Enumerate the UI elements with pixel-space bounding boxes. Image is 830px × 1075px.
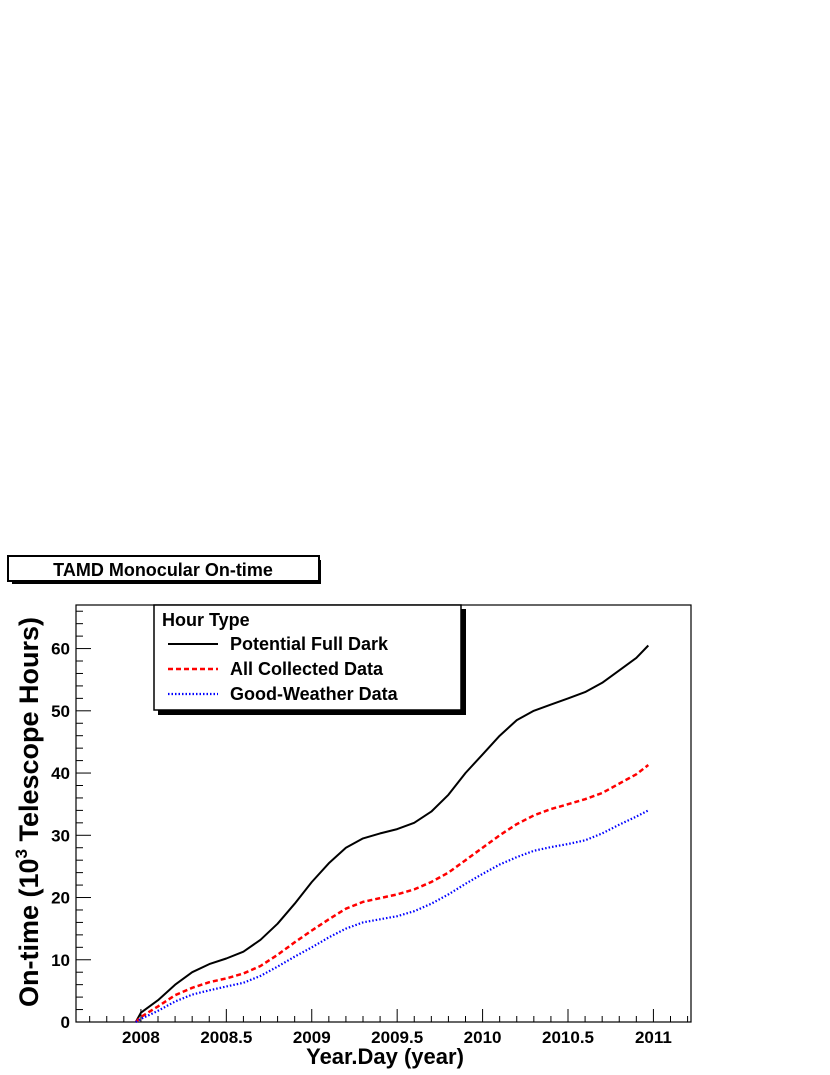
x-tick-label: 2011	[635, 1028, 672, 1047]
series-lines	[134, 644, 650, 1023]
y-axis-title-main: On-time (10	[14, 859, 44, 1008]
legend: Hour Type Potential Full Dark All Collec…	[153, 604, 466, 715]
y-tick-label: 50	[51, 702, 70, 721]
title-box: TAMD Monocular On-time	[7, 555, 321, 584]
y-axis-title: On-time (103 Telescope Hours)	[12, 617, 44, 1007]
series-line-1	[134, 644, 650, 1023]
legend-title: Hour Type	[162, 610, 250, 630]
legend-label-good-weather: Good-Weather Data	[230, 684, 399, 704]
x-tick-label: 2009.5	[371, 1028, 423, 1047]
legend-label-collected: All Collected Data	[230, 659, 384, 679]
y-tick-label: 30	[51, 826, 70, 845]
legend-label-full-dark: Potential Full Dark	[230, 634, 389, 654]
x-tick-label: 2010.5	[542, 1028, 594, 1047]
y-tick-label: 40	[51, 764, 70, 783]
x-tick-label: 2010	[464, 1028, 502, 1047]
x-tick-label: 2009	[293, 1028, 331, 1047]
y-axis-title-sup: 3	[12, 849, 31, 858]
series-line-2	[134, 764, 650, 1023]
y-tick-label: 10	[51, 951, 70, 970]
x-tick-label: 2008	[122, 1028, 160, 1047]
y-tick-label: 60	[51, 640, 70, 659]
y-tick-label: 0	[61, 1013, 70, 1032]
chart-title: TAMD Monocular On-time	[53, 560, 273, 580]
y-tick-label: 20	[51, 889, 70, 908]
axis-ticks: 2008 2008.5 2009 2009.5 2010 2010.5 2011 0 10 20 3…	[51, 610, 689, 1047]
x-axis-title: Year.Day (year)	[306, 1044, 464, 1069]
y-axis-title-end: Telescope Hours)	[14, 617, 44, 849]
x-tick-label: 2008.5	[200, 1028, 252, 1047]
series-line-3	[135, 809, 649, 1023]
